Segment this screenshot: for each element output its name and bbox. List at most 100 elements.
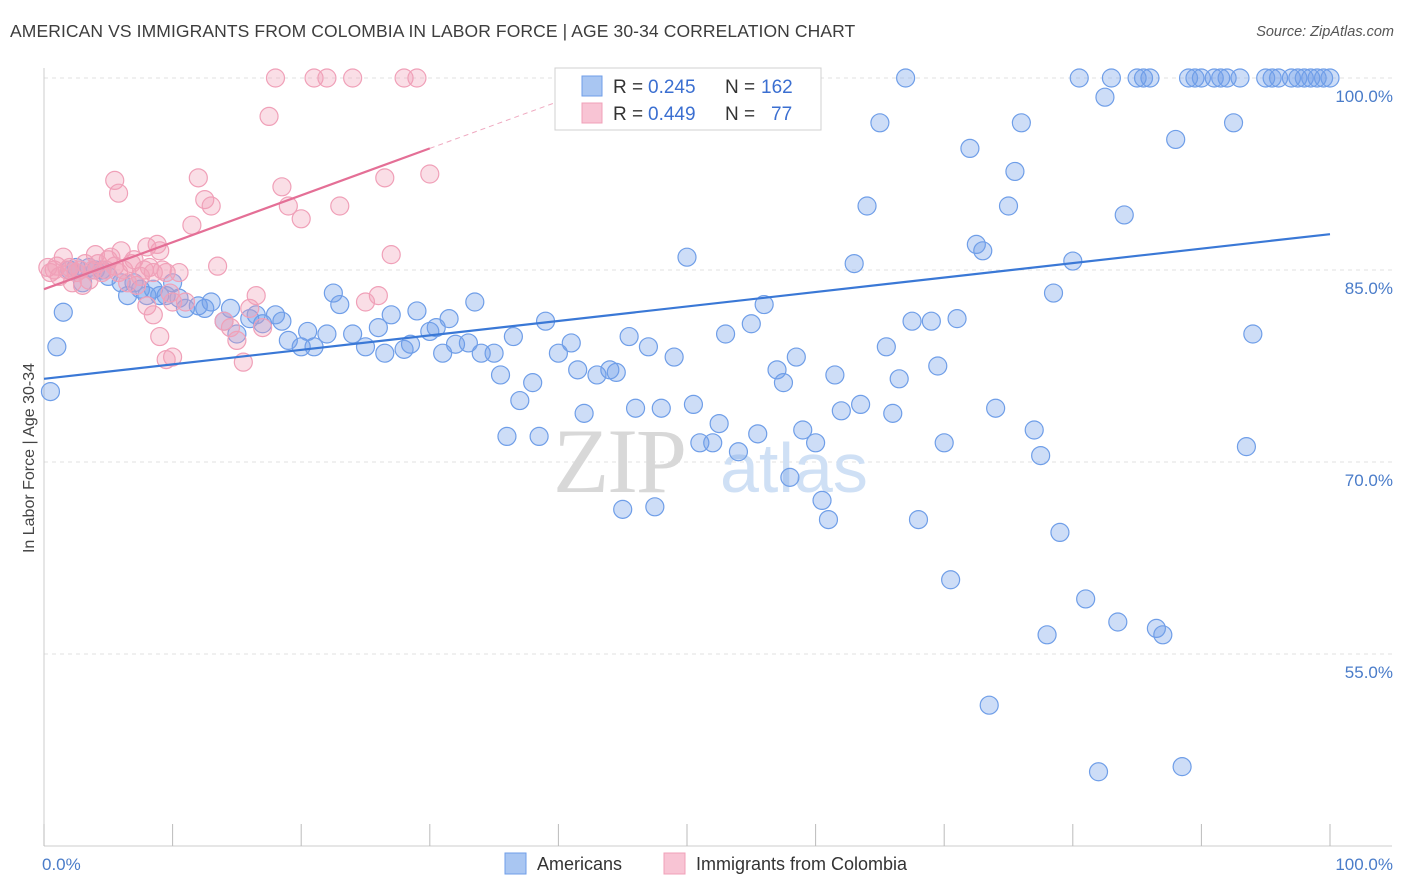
americans-point-151 bbox=[1262, 68, 1282, 88]
legend-n-label-americans: N = bbox=[725, 77, 755, 98]
americans-point-129 bbox=[1095, 87, 1115, 107]
americans-point-115 bbox=[979, 695, 999, 715]
americans-point-144 bbox=[1211, 68, 1231, 88]
bottom-legend-americans: Americans bbox=[537, 854, 622, 874]
watermark-zip: ZIP bbox=[553, 410, 685, 512]
americans-point-58 bbox=[503, 326, 523, 347]
legend-n-americans: 162 bbox=[761, 77, 793, 98]
colombia-point-40 bbox=[105, 170, 125, 190]
colombia-point-67 bbox=[317, 68, 337, 88]
americans-point-96 bbox=[831, 401, 851, 421]
americans-point-38 bbox=[330, 294, 350, 315]
colombia-point-47 bbox=[169, 262, 189, 283]
americans-point-73 bbox=[638, 337, 659, 357]
americans-point-37 bbox=[323, 283, 343, 303]
colombia-point-41 bbox=[108, 183, 129, 203]
americans-point-138 bbox=[1166, 129, 1186, 150]
americans-point-66 bbox=[574, 403, 594, 423]
americans-point-117 bbox=[998, 196, 1019, 216]
americans-point-106 bbox=[908, 509, 929, 530]
americans-point-146 bbox=[1223, 113, 1244, 133]
watermark-atlas: atlas bbox=[720, 429, 868, 507]
colombia-point-75 bbox=[420, 164, 440, 184]
americans-point-103 bbox=[889, 369, 909, 389]
bottom-legend-swatch-colombia bbox=[663, 852, 686, 875]
americans-point-76 bbox=[664, 347, 684, 367]
americans-point-72 bbox=[625, 398, 646, 418]
americans-point-74 bbox=[645, 497, 665, 517]
chart-title: AMERICAN VS IMMIGRANTS FROM COLOMBIA IN … bbox=[10, 21, 856, 41]
americans-point-90 bbox=[786, 347, 806, 367]
americans-point-130 bbox=[1101, 68, 1121, 88]
americans-point-132 bbox=[1114, 205, 1134, 225]
americans-point-124 bbox=[1050, 522, 1070, 543]
colombia-point-46 bbox=[163, 347, 183, 367]
americans-point-128 bbox=[1088, 762, 1109, 782]
americans-point-107 bbox=[921, 311, 941, 331]
trend-colombia-extension bbox=[429, 100, 559, 149]
americans-point-99 bbox=[857, 196, 877, 216]
americans-point-85 bbox=[748, 424, 768, 444]
trend-americans bbox=[43, 233, 1331, 380]
americans-point-147 bbox=[1230, 68, 1250, 88]
americans-point-50 bbox=[439, 309, 459, 329]
tick-labels: 55.0% 70.0% 85.0% 100.0% 0.0% 100.0% bbox=[42, 87, 1393, 874]
americans-point-91 bbox=[793, 420, 813, 440]
colombia-point-48 bbox=[175, 292, 196, 312]
colombia-point-53 bbox=[208, 256, 228, 276]
series-legend: Americans Immigrants from Colombia bbox=[504, 852, 908, 875]
series-americans bbox=[40, 68, 1340, 782]
americans-point-100 bbox=[870, 113, 890, 133]
source-label: Source: ZipAtlas.com bbox=[1256, 24, 1394, 40]
americans-point-98 bbox=[851, 394, 871, 414]
legend-n-colombia: 77 bbox=[771, 104, 792, 125]
americans-point-121 bbox=[1031, 446, 1051, 466]
americans-point-114 bbox=[973, 241, 993, 261]
colombia-point-11 bbox=[72, 275, 93, 295]
americans-point-108 bbox=[928, 356, 948, 376]
americans-point-112 bbox=[960, 138, 980, 158]
americans-point-78 bbox=[683, 394, 704, 414]
legend-swatch-colombia bbox=[581, 102, 603, 124]
americans-point-67 bbox=[587, 365, 607, 385]
americans-point-159 bbox=[1320, 68, 1340, 88]
y-tick-label-1: 70.0% bbox=[1345, 471, 1393, 490]
americans-point-110 bbox=[941, 570, 961, 590]
americans-point-60 bbox=[523, 373, 543, 393]
colombia-point-69 bbox=[343, 68, 363, 88]
americans-point-46 bbox=[407, 301, 427, 321]
axes bbox=[43, 68, 1392, 847]
americans-point-41 bbox=[368, 318, 388, 338]
americans-point-102 bbox=[883, 403, 903, 423]
americans-point-84 bbox=[741, 314, 761, 334]
colombia-point-50 bbox=[188, 168, 208, 188]
americans-point-64 bbox=[561, 333, 581, 353]
watermark: ZIP atlas bbox=[553, 410, 868, 512]
americans-point-104 bbox=[896, 68, 916, 88]
x-tick-label-1: 100.0% bbox=[1335, 855, 1393, 874]
trend-lines bbox=[43, 100, 1331, 380]
americans-point-40 bbox=[355, 337, 376, 357]
americans-point-69 bbox=[606, 362, 626, 382]
americans-point-123 bbox=[1043, 283, 1064, 303]
y-axis-label: In Labor Force | Age 30-34 bbox=[21, 363, 38, 553]
legend-r-americans: 0.245 bbox=[648, 77, 696, 98]
americans-point-93 bbox=[812, 490, 832, 510]
americans-point-43 bbox=[381, 305, 401, 325]
americans-point-141 bbox=[1185, 68, 1205, 88]
americans-point-116 bbox=[986, 398, 1006, 418]
americans-point-44 bbox=[394, 339, 414, 359]
americans-point-118 bbox=[1005, 161, 1025, 182]
colombia-point-5 bbox=[53, 247, 73, 267]
y-tick-label-2: 85.0% bbox=[1345, 279, 1393, 298]
colombia-point-71 bbox=[368, 286, 388, 306]
americans-point-71 bbox=[619, 326, 639, 347]
colombia-point-43 bbox=[143, 305, 163, 325]
americans-point-83 bbox=[728, 442, 749, 462]
colombia-point-56 bbox=[227, 330, 247, 350]
americans-point-70 bbox=[613, 499, 633, 519]
legend-r-colombia: 0.449 bbox=[648, 104, 696, 125]
americans-point-120 bbox=[1024, 420, 1044, 440]
legend-r-label-colombia: R = bbox=[613, 104, 643, 125]
